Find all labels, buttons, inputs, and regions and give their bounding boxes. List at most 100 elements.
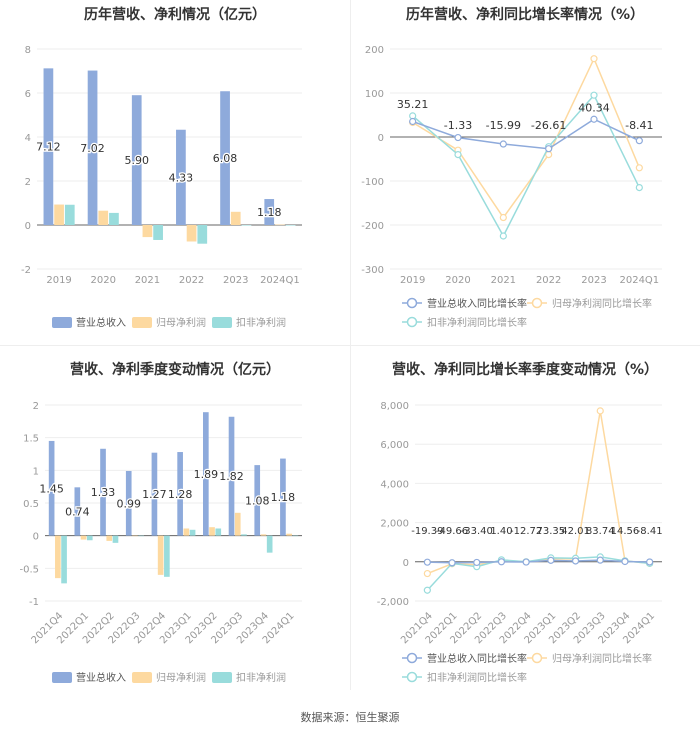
x-tick-label: 2020 — [445, 275, 470, 286]
bar-3 — [285, 225, 296, 226]
bar-3 — [164, 535, 170, 577]
x-tick-label: 2019 — [46, 275, 71, 286]
data-label: -15.99 — [486, 119, 521, 132]
bar-2 — [275, 224, 285, 226]
x-tick-label: 2020 — [91, 275, 116, 286]
y-tick-label: 8 — [25, 45, 31, 56]
legend-label: 营业总收入 — [76, 671, 126, 684]
bar-2 — [157, 535, 164, 575]
data-label: 6.08 — [213, 152, 238, 165]
legend-label: 归母净利润同比增长率 — [552, 652, 652, 665]
legend-marker — [406, 316, 418, 328]
bar-3 — [153, 225, 163, 240]
data-label: -12.72 — [510, 526, 542, 537]
series-line-3 — [426, 556, 650, 591]
data-point — [596, 407, 604, 415]
divider-horizontal — [0, 345, 700, 346]
bar-1 — [43, 68, 54, 225]
data-point — [635, 184, 643, 192]
data-point — [522, 558, 530, 566]
x-tick-label: 2021 — [135, 275, 160, 286]
data-label: 35.21 — [397, 98, 429, 111]
data-label: -33.40 — [461, 526, 493, 537]
legend-label: 扣非净利润 — [236, 316, 286, 329]
legend-label: 扣非净利润 — [236, 671, 286, 684]
bar-1 — [254, 465, 261, 536]
bar-1 — [220, 91, 230, 226]
y-tick-label: 4 — [25, 133, 31, 144]
y-tick-label: 0.5 — [23, 499, 39, 510]
bar-2 — [132, 535, 138, 537]
bar-1 — [100, 448, 106, 536]
y-tick-label: 100 — [365, 89, 384, 100]
y-tick-label: 2,000 — [380, 519, 409, 530]
data-label: 73.35 — [537, 526, 566, 537]
data-point — [545, 145, 553, 153]
y-tick-label: 2 — [25, 177, 31, 188]
data-label: 1.08 — [245, 494, 270, 507]
data-source: 数据来源：恒生聚源 — [300, 711, 400, 724]
data-label: 1.18 — [257, 206, 282, 219]
bar-3 — [109, 212, 119, 225]
bar-1 — [228, 416, 235, 536]
y-tick-label: 0 — [378, 133, 384, 144]
data-point — [423, 569, 431, 578]
bar-1 — [177, 452, 183, 536]
data-point — [423, 558, 431, 566]
x-tick-label: 2022 — [536, 275, 561, 286]
x-tick-label: 2024Q1 — [619, 275, 659, 286]
data-point — [571, 557, 580, 565]
data-label: -26.61 — [531, 119, 566, 132]
y-tick-label: 0 — [403, 558, 409, 569]
bar-1 — [125, 470, 132, 536]
data-label: -8.41 — [625, 119, 653, 132]
chart-title-2: 历年营收、净利同比增长率情况（%） — [405, 7, 645, 23]
data-point — [499, 213, 507, 222]
bar-3 — [197, 225, 208, 244]
y-tick-label: 0 — [33, 532, 39, 543]
legend-label: 营业总收入同比增长率 — [427, 652, 527, 665]
legend-marker — [406, 297, 418, 309]
data-point — [590, 91, 598, 99]
y-tick-label: 2 — [33, 401, 39, 412]
data-label: -49.66 — [436, 526, 468, 537]
data-point — [473, 558, 481, 567]
legend-marker — [531, 297, 543, 309]
chart-title-3: 营收、净利季度变动情况（亿元） — [70, 362, 280, 378]
bar-2 — [260, 534, 267, 536]
bar-3 — [189, 529, 196, 536]
data-point — [454, 133, 462, 142]
bar-1 — [48, 440, 55, 536]
data-point — [499, 232, 507, 240]
data-label: 7.12 — [36, 141, 61, 154]
y-tick-label: -200 — [361, 221, 384, 232]
bar-2 — [286, 533, 292, 536]
data-label: 1.33 — [91, 486, 116, 499]
data-point — [448, 559, 456, 567]
data-point — [590, 55, 598, 63]
bar-3 — [61, 535, 67, 584]
bar-2 — [183, 528, 190, 536]
data-label: 1.40 — [490, 526, 512, 537]
bar-3 — [86, 535, 93, 541]
series-line-2 — [412, 56, 641, 219]
data-point — [409, 117, 417, 126]
legend-marker — [406, 671, 418, 683]
y-tick-label: -1 — [29, 597, 39, 608]
data-label: 40.34 — [578, 101, 610, 114]
bar-2 — [106, 535, 113, 541]
data-point — [547, 556, 555, 564]
data-label: -8.41 — [637, 526, 663, 537]
y-tick-label: -2 — [21, 265, 31, 276]
series-line-1 — [412, 118, 640, 150]
data-point — [596, 556, 604, 564]
x-tick-label: 2023 — [581, 275, 606, 286]
legend-label: 营业总收入 — [76, 316, 126, 329]
data-label: 14.56 — [611, 526, 640, 537]
y-tick-label: 0 — [25, 221, 31, 232]
bar-3 — [241, 225, 252, 226]
x-tick-label: 2022 — [179, 275, 204, 286]
data-label: 4.33 — [169, 171, 194, 184]
bar-2 — [234, 512, 241, 536]
bar-3 — [241, 534, 247, 536]
